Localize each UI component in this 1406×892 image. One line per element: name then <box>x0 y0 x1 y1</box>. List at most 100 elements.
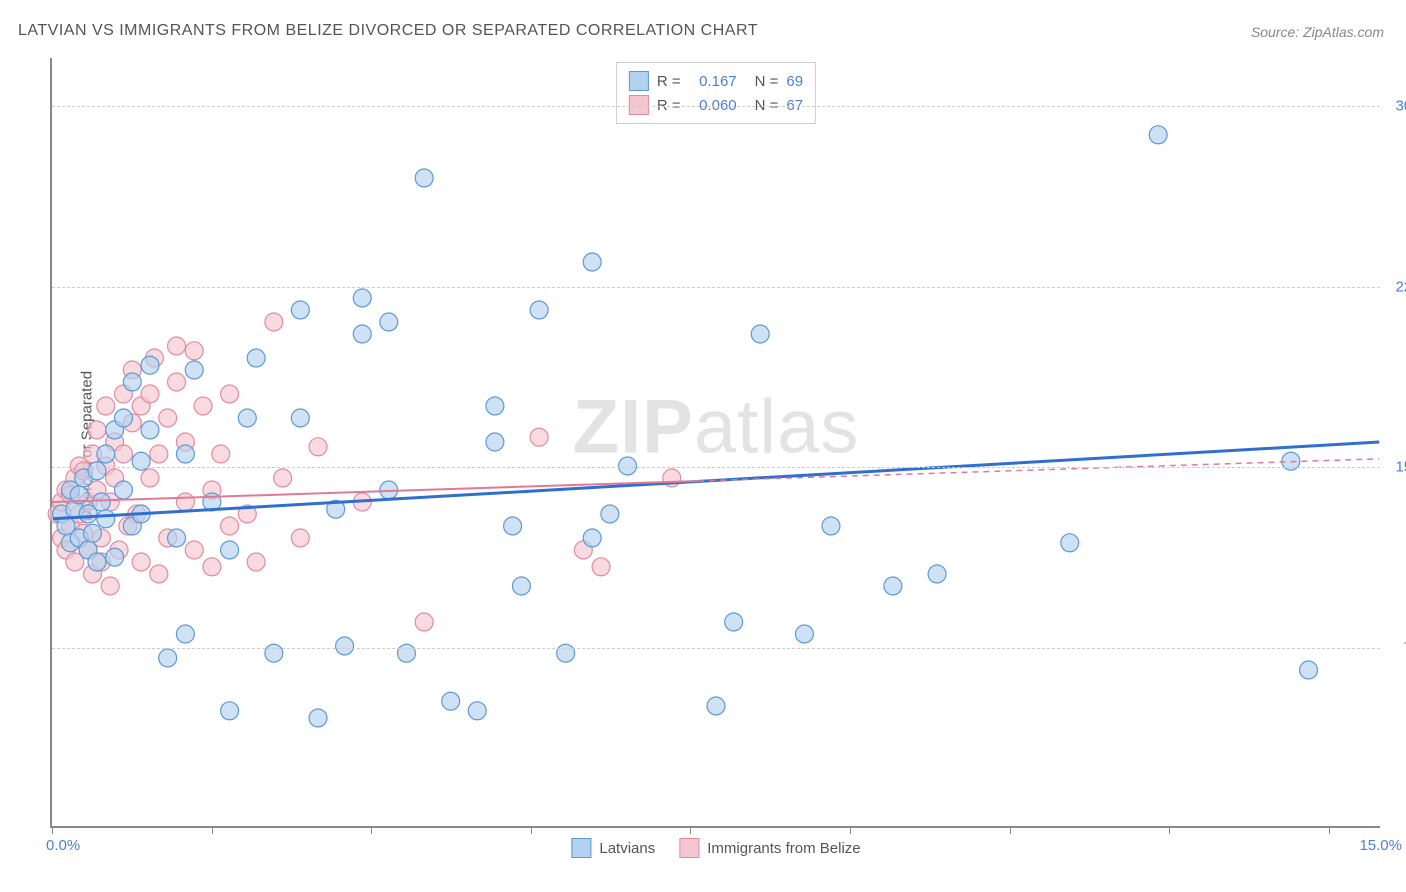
scatter-point <box>751 325 769 343</box>
scatter-point <box>141 469 159 487</box>
scatter-point <box>159 409 177 427</box>
scatter-point <box>97 510 115 528</box>
scatter-point <box>114 481 132 499</box>
scatter-point <box>114 409 132 427</box>
series-legend-item: Latvians <box>571 838 655 858</box>
y-tick-label: 22.5% <box>1395 278 1406 295</box>
scatter-point <box>203 558 221 576</box>
x-axis-min-label: 0.0% <box>46 837 80 854</box>
scatter-point <box>486 433 504 451</box>
legend-r-value: 0.167 <box>689 73 737 90</box>
scatter-point <box>176 625 194 643</box>
correlation-legend: R = 0.167 N = 69 R = 0.060 N = 67 <box>616 62 816 124</box>
scatter-point <box>101 577 119 595</box>
legend-swatch <box>629 95 649 115</box>
legend-r-value: 0.060 <box>689 97 737 114</box>
scatter-point <box>194 397 212 415</box>
scatter-point <box>928 565 946 583</box>
scatter-point <box>168 337 186 355</box>
legend-n-value: 67 <box>786 97 803 114</box>
scatter-point <box>530 428 548 446</box>
scatter-point <box>123 373 141 391</box>
series-legend-label: Immigrants from Belize <box>707 840 860 857</box>
scatter-point <box>132 553 150 571</box>
legend-swatch <box>679 838 699 858</box>
trend-line <box>53 442 1380 519</box>
scatter-point <box>141 356 159 374</box>
x-tick <box>850 826 851 834</box>
scatter-point <box>88 553 106 571</box>
scatter-point <box>114 445 132 463</box>
scatter-point <box>415 169 433 187</box>
scatter-point <box>247 553 265 571</box>
chart-plot-area: ZIPatlas R = 0.167 N = 69 R = 0.060 N = … <box>50 58 1380 828</box>
scatter-point <box>176 445 194 463</box>
y-tick-label: 15.0% <box>1395 459 1406 476</box>
scatter-point <box>592 558 610 576</box>
scatter-point <box>141 421 159 439</box>
scatter-point <box>247 349 265 367</box>
legend-n-label: N = <box>755 73 779 90</box>
source-attribution: Source: ZipAtlas.com <box>1251 24 1384 40</box>
scatter-point <box>336 637 354 655</box>
scatter-point <box>168 529 186 547</box>
scatter-point <box>1300 661 1318 679</box>
scatter-point <box>619 457 637 475</box>
x-tick <box>690 826 691 834</box>
scatter-point <box>512 577 530 595</box>
scatter-point <box>707 697 725 715</box>
scatter-point <box>176 493 194 511</box>
scatter-point <box>97 445 115 463</box>
scatter-point <box>221 517 239 535</box>
gridline-horizontal <box>52 467 1380 468</box>
legend-n-value: 69 <box>786 73 803 90</box>
scatter-point <box>221 702 239 720</box>
scatter-point <box>141 385 159 403</box>
series-legend-item: Immigrants from Belize <box>679 838 860 858</box>
scatter-point <box>468 702 486 720</box>
scatter-point <box>159 649 177 667</box>
gridline-horizontal <box>52 287 1380 288</box>
scatter-point <box>504 517 522 535</box>
x-tick <box>531 826 532 834</box>
legend-r-label: R = <box>657 73 681 90</box>
scatter-point <box>884 577 902 595</box>
scatter-point <box>725 613 743 631</box>
x-tick <box>371 826 372 834</box>
scatter-point <box>1149 126 1167 144</box>
legend-swatch <box>571 838 591 858</box>
scatter-point <box>88 462 106 480</box>
scatter-point <box>221 385 239 403</box>
scatter-point <box>442 692 460 710</box>
x-tick <box>52 826 53 834</box>
scatter-point <box>88 421 106 439</box>
x-tick <box>1010 826 1011 834</box>
x-tick <box>1169 826 1170 834</box>
scatter-point <box>150 565 168 583</box>
scatter-point <box>583 253 601 271</box>
scatter-point <box>150 445 168 463</box>
scatter-point <box>185 541 203 559</box>
scatter-point <box>212 445 230 463</box>
scatter-point <box>291 409 309 427</box>
scatter-point <box>822 517 840 535</box>
scatter-point <box>238 409 256 427</box>
scatter-point <box>601 505 619 523</box>
scatter-plot-svg <box>52 58 1380 826</box>
scatter-point <box>309 438 327 456</box>
series-legend: Latvians Immigrants from Belize <box>571 838 860 858</box>
scatter-point <box>92 493 110 511</box>
scatter-point <box>185 342 203 360</box>
scatter-point <box>185 361 203 379</box>
scatter-point <box>353 325 371 343</box>
scatter-point <box>353 289 371 307</box>
x-axis-max-label: 15.0% <box>1359 837 1402 854</box>
x-tick <box>212 826 213 834</box>
scatter-point <box>309 709 327 727</box>
y-tick-label: 30.0% <box>1395 98 1406 115</box>
legend-r-label: R = <box>657 97 681 114</box>
scatter-point <box>84 524 102 542</box>
legend-swatch <box>629 71 649 91</box>
scatter-point <box>221 541 239 559</box>
chart-title: LATVIAN VS IMMIGRANTS FROM BELIZE DIVORC… <box>18 22 758 40</box>
